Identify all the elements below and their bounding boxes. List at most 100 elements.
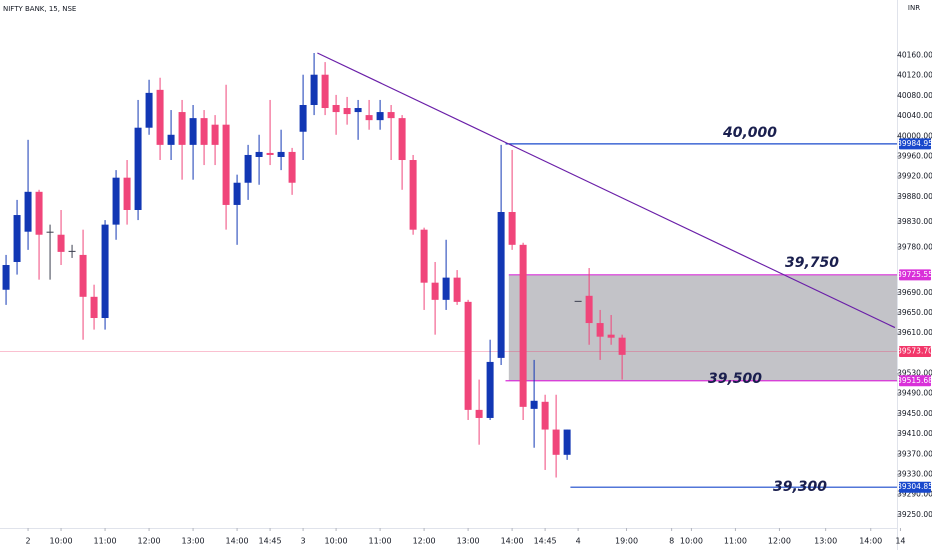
candle-body	[57, 234, 65, 252]
x-tick-label: 12:00	[413, 537, 436, 546]
x-tick-label: 12:00	[768, 537, 791, 546]
candle-body	[508, 212, 516, 245]
candle-body	[35, 191, 43, 235]
level-annotation: 39,300	[773, 479, 827, 495]
price-box	[899, 269, 931, 281]
candle-body	[376, 112, 384, 121]
candle-body	[2, 265, 10, 290]
currency: INR	[908, 4, 920, 12]
x-tick-label: 3	[301, 537, 306, 546]
candle-body	[222, 124, 230, 205]
candle-body	[420, 229, 428, 283]
candle-body	[530, 400, 538, 409]
candle-body	[189, 118, 197, 145]
candle-body	[431, 282, 439, 300]
candle-body	[387, 112, 395, 119]
y-tick-label: 39830.00	[897, 217, 932, 226]
price-box	[899, 375, 931, 387]
y-tick-label: 39450.00	[897, 409, 932, 418]
candle-body	[277, 151, 285, 157]
candle-body	[486, 361, 494, 418]
x-tick-label: 13:00	[457, 537, 480, 546]
price-box-label: 39725.55	[897, 270, 932, 279]
y-tick-label: 39690.00	[897, 288, 932, 297]
x-tick-label: 14:00	[859, 537, 882, 546]
y-tick-label: 39330.00	[897, 469, 932, 478]
level-annotation: 40,000	[722, 125, 777, 141]
y-tick-label: 40160.00	[897, 51, 932, 60]
y-tick-label: 39650.00	[897, 308, 932, 317]
x-tick-label: 8	[669, 537, 674, 546]
candle-body	[574, 300, 582, 302]
y-tick-label: 40000.00	[897, 131, 932, 140]
candle-body	[607, 334, 615, 338]
candle-body	[519, 244, 527, 407]
price-box	[899, 345, 931, 357]
x-tick-label: 14:45	[534, 537, 557, 546]
candle-body	[211, 124, 219, 145]
zone	[508, 274, 897, 381]
candle-body	[266, 152, 274, 155]
price-box-label: 39515.68	[897, 376, 932, 385]
x-tick-label: 11:00	[724, 537, 747, 546]
candle-body	[167, 134, 175, 145]
candle-body	[453, 277, 461, 302]
candle-body	[112, 177, 120, 225]
y-tick-label: 39610.00	[897, 328, 932, 337]
candle-body	[310, 74, 318, 105]
price-box	[899, 481, 931, 493]
level-annotation: 39,500	[708, 371, 762, 387]
y-tick-label: 39880.00	[897, 192, 932, 201]
price-box-label: 39304.85	[897, 482, 932, 491]
candle-body	[123, 177, 131, 210]
candle-body	[79, 254, 87, 297]
candle-body	[442, 277, 450, 300]
x-tick-label: 14:00	[226, 537, 249, 546]
candle-body	[200, 118, 208, 145]
y-tick-label: 39780.00	[897, 242, 932, 251]
candle-body	[255, 151, 263, 157]
price-box	[899, 138, 931, 150]
candle-body	[618, 337, 626, 355]
candle-body	[596, 323, 604, 337]
candle-body	[145, 92, 153, 128]
y-tick-label: 39370.00	[897, 449, 932, 458]
y-tick-label: 39250.00	[897, 510, 932, 519]
candle-body	[398, 118, 406, 161]
candle-body	[156, 89, 164, 145]
candle-body	[13, 215, 21, 262]
price-box-label: 39573.70	[897, 346, 932, 355]
price-box-label: 39984.95	[897, 139, 932, 148]
candle-body	[541, 401, 549, 430]
trendline	[317, 52, 896, 329]
y-tick-label: 39410.00	[897, 429, 932, 438]
y-tick-label: 39490.00	[897, 389, 932, 398]
y-tick-label: 39290.00	[897, 490, 932, 499]
candle-body	[332, 104, 340, 113]
candle-body	[464, 301, 472, 410]
candle-body	[585, 295, 593, 324]
x-tick-label: 11:00	[369, 537, 392, 546]
y-tick-label: 40120.00	[897, 71, 932, 80]
candle-body	[409, 160, 417, 230]
candle-body	[365, 115, 373, 121]
x-tick-label: 19:00	[615, 537, 638, 546]
y-tick-label: 39530.00	[897, 369, 932, 378]
x-tick-label: 14	[895, 537, 905, 546]
candle-body	[321, 74, 329, 109]
x-tick-label: 10:00	[50, 537, 73, 546]
x-tick-label: 14:45	[259, 537, 282, 546]
candle-body	[343, 108, 351, 115]
y-tick-label: 40040.00	[897, 111, 932, 120]
x-tick-label: 14:00	[501, 537, 524, 546]
candle-body	[563, 429, 571, 455]
chart-title: NIFTY BANK, 15, NSE	[3, 5, 76, 13]
candle-body	[233, 182, 241, 205]
candle-body	[299, 104, 307, 132]
candle-body	[101, 224, 109, 319]
candle-body	[244, 154, 252, 183]
y-tick-label: 39960.00	[897, 151, 932, 160]
candle-body	[90, 296, 98, 319]
x-tick-label: 4	[576, 537, 581, 546]
